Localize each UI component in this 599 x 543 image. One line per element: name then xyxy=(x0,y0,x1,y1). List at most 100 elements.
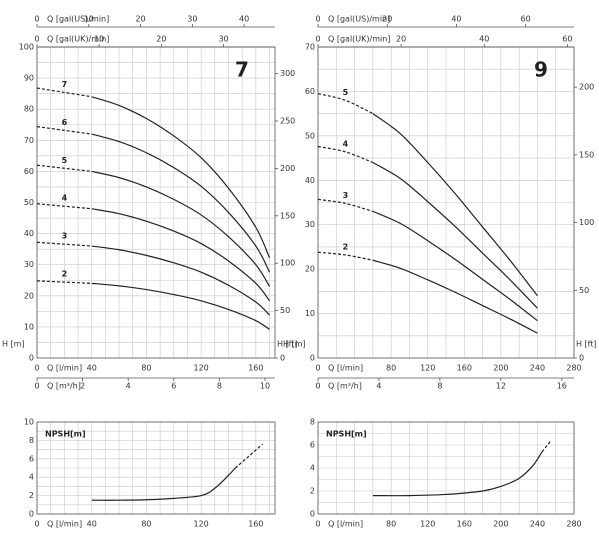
top-tick-label: 20 xyxy=(156,35,166,44)
curve xyxy=(91,467,236,501)
curve xyxy=(372,259,538,334)
x-axis-label: Q [l/min] xyxy=(47,364,82,373)
x-tick-label: 120 xyxy=(420,364,435,373)
y2-tick-label: 200 xyxy=(579,83,594,92)
y2-tick-label: 0 xyxy=(280,354,285,363)
y-tick-label: 2 xyxy=(310,487,315,496)
top-tick-label: 30 xyxy=(187,15,197,24)
top-tick-label: 0 xyxy=(315,15,320,24)
y-tick-label: 50 xyxy=(24,198,34,207)
x-tick-label: 200 xyxy=(493,520,508,529)
y-tick-label: 60 xyxy=(24,167,34,176)
stage-label: 2 xyxy=(62,270,68,279)
y2-tick-label: 0 xyxy=(579,354,584,363)
y-tick-label: 2 xyxy=(29,491,34,500)
top-tick-label: 60 xyxy=(562,35,572,44)
top-axis-label: Q [gal(UK)/min] xyxy=(328,35,390,44)
x-tick-label: 200 xyxy=(493,364,508,373)
top-tick-label: 20 xyxy=(135,15,145,24)
y2-axis-label: H [ft] xyxy=(277,340,298,349)
x-tick-label: 120 xyxy=(193,520,208,529)
curve xyxy=(36,280,92,284)
y-tick-label: 70 xyxy=(305,43,315,52)
top-tick-label: 0 xyxy=(315,35,320,44)
x2-tick-label: 0 xyxy=(315,382,320,391)
curve xyxy=(91,282,270,330)
top-tick-label: 60 xyxy=(521,15,531,24)
x2-axis-label: Q [m³/h] xyxy=(328,382,362,391)
y-tick-label: 8 xyxy=(310,418,315,427)
stage-label: 5 xyxy=(343,88,349,97)
y2-tick-label: 50 xyxy=(280,306,290,315)
x-tick-label: 80 xyxy=(386,520,396,529)
top-tick-label: 10 xyxy=(94,35,104,44)
curve xyxy=(36,87,92,98)
x2-tick-label: 6 xyxy=(171,382,176,391)
y2-tick-label: 50 xyxy=(579,286,589,295)
y-tick-label: 30 xyxy=(305,220,315,229)
y2-axis-label: H [ft] xyxy=(576,340,597,349)
x2-tick-label: 8 xyxy=(217,382,222,391)
y-tick-label: 4 xyxy=(310,464,315,473)
x2-tick-label: 4 xyxy=(126,382,131,391)
y-axis-label: H [m] xyxy=(283,340,306,349)
y2-tick-label: 100 xyxy=(280,259,295,268)
curve xyxy=(91,133,271,273)
y-tick-label: 40 xyxy=(24,229,34,238)
y-tick-label: 10 xyxy=(305,309,315,318)
curve xyxy=(91,96,271,259)
curve xyxy=(36,241,92,247)
y2-tick-label: 150 xyxy=(280,211,295,220)
x2-tick-label: 4 xyxy=(376,382,381,391)
x-axis-label: Q [l/min] xyxy=(47,520,82,529)
x-tick-label: 40 xyxy=(87,364,97,373)
top-tick-label: 10 xyxy=(84,15,94,24)
y-tick-label: 20 xyxy=(24,291,34,300)
stage-label: 4 xyxy=(343,139,349,148)
top-tick-label: 20 xyxy=(382,15,392,24)
top-tick-label: 40 xyxy=(451,15,461,24)
y2-tick-label: 150 xyxy=(579,150,594,159)
y-tick-label: 6 xyxy=(29,454,34,463)
top-tick-label: 30 xyxy=(218,35,228,44)
x2-axis-label: Q [m³/h] xyxy=(47,382,81,391)
x2-tick-label: 0 xyxy=(34,382,39,391)
y2-tick-label: 300 xyxy=(280,69,295,78)
curve xyxy=(317,145,374,164)
y-tick-label: 4 xyxy=(29,473,34,482)
y-tick-label: 10 xyxy=(24,418,34,427)
x-tick-label: 160 xyxy=(457,364,472,373)
y-tick-label: 6 xyxy=(310,441,315,450)
x-tick-label: 80 xyxy=(141,520,151,529)
curve xyxy=(541,440,552,453)
top-tick-label: 0 xyxy=(34,15,39,24)
curve xyxy=(234,443,264,469)
panel-number: 7 xyxy=(235,58,249,82)
top-axis-label: Q [gal(US)/min] xyxy=(47,15,109,24)
y-tick-label: 80 xyxy=(24,105,34,114)
curve xyxy=(372,451,543,497)
curve xyxy=(317,198,374,212)
top-axis-label: Q [gal(US)/min] xyxy=(328,15,390,24)
curve xyxy=(91,170,271,287)
stage-label: 6 xyxy=(62,118,68,127)
x-tick-label: 240 xyxy=(530,364,545,373)
x-tick-label: 160 xyxy=(457,520,472,529)
curve xyxy=(91,208,271,302)
x-axis-label: Q [l/min] xyxy=(328,520,363,529)
y-tick-label: 20 xyxy=(305,265,315,274)
stage-label: 7 xyxy=(62,80,68,89)
x-axis-label: Q [l/min] xyxy=(328,364,363,373)
stage-label: 3 xyxy=(343,191,349,200)
x-tick-label: 240 xyxy=(530,520,545,529)
y-tick-label: 0 xyxy=(29,354,34,363)
x2-tick-label: 12 xyxy=(496,382,506,391)
y2-tick-label: 100 xyxy=(579,218,594,227)
x-tick-label: 280 xyxy=(566,364,581,373)
curve xyxy=(317,251,373,261)
x-tick-label: 120 xyxy=(420,520,435,529)
x-tick-label: 40 xyxy=(87,520,97,529)
x2-tick-label: 2 xyxy=(80,382,85,391)
plot-frame xyxy=(36,421,276,515)
top-tick-label: 0 xyxy=(34,35,39,44)
